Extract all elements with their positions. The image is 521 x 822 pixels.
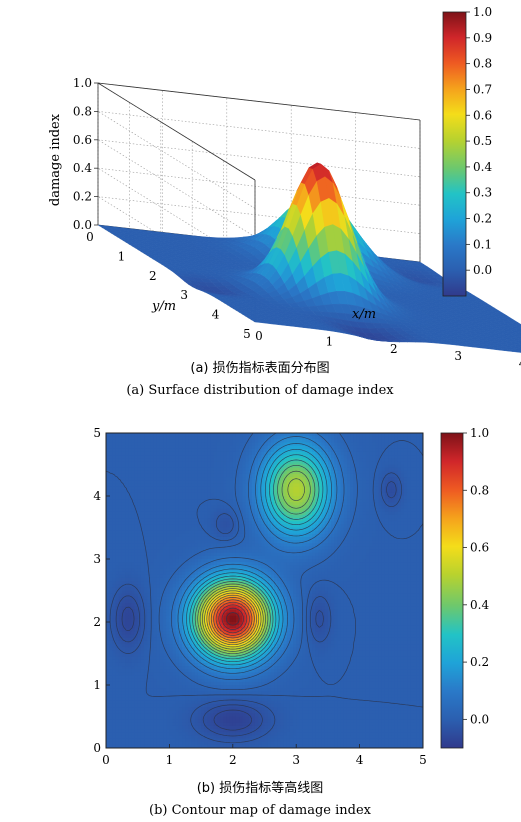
z-tick-label: 1.0 [73, 76, 92, 90]
z-tick-label: 0.8 [73, 104, 92, 118]
contour-x-tick-label: 2 [229, 753, 237, 767]
colorbar-b-tick-label: 0.6 [470, 541, 489, 555]
contour-line [206, 592, 260, 646]
contour-line [194, 464, 316, 657]
contour-line [170, 433, 345, 681]
contour-line [158, 433, 358, 691]
colorbar-a-tick-label: 1.0 [473, 5, 492, 19]
contour-lines [106, 433, 423, 744]
colorbar-b-ticks: 0.0 0.2 0.4 0.6 0.8 1.0 [463, 426, 489, 726]
contour-x-tick-label: 1 [166, 753, 174, 767]
contour-line [182, 443, 332, 670]
x-axis-label: x/m [352, 307, 376, 322]
colorbar-a-tick-label: 0.9 [473, 31, 492, 45]
colorbar-b-tick-label: 0.4 [470, 598, 489, 612]
contour-line [189, 454, 324, 663]
colorbar-a-ticks: 0.0 0.1 0.2 0.3 0.4 0.5 0.6 0.7 0.8 0.9 1.0 [466, 5, 492, 277]
contour-x-ticks: 0 1 2 3 4 5 [102, 744, 427, 767]
contour-line [186, 448, 328, 666]
contour-line [221, 607, 244, 630]
z-axis-ticks: 0.0 0.2 0.4 0.6 0.8 1.0 [73, 76, 98, 232]
damage-surface [97, 162, 521, 353]
contour-line [177, 436, 338, 674]
z-axis-label: damage index [48, 113, 63, 206]
contour-line [210, 597, 255, 641]
colorbar-b-tick-label: 0.0 [470, 712, 489, 726]
y-axis-label: y/m [151, 299, 176, 314]
contour-line [106, 440, 423, 708]
z-tick-label: 0.6 [73, 133, 92, 147]
contour-line [218, 604, 248, 634]
contour-line [201, 588, 264, 650]
colorbar-a-tick-label: 0.5 [473, 134, 492, 148]
x-tick-label: 2 [390, 342, 398, 356]
contour-line [197, 470, 311, 655]
contour-chart: 0 1 2 3 4 5 0 1 2 3 4 5 0.0 0.2 0.4 0.6 0.8 1.0 [93, 426, 489, 767]
caption-b-zh: (b) 损伤指标等高线图 [197, 780, 324, 796]
contour-y-tick-label: 2 [93, 615, 101, 629]
contour-line [208, 594, 257, 643]
colorbar-a-tick-label: 0.7 [473, 82, 492, 96]
contour-x-tick-label: 3 [292, 753, 300, 767]
colorbar-a-tick-label: 0.3 [473, 186, 492, 200]
contour-y-tick-label: 1 [93, 678, 101, 692]
colorbar-a-tick-label: 0.0 [473, 263, 492, 277]
contour-y-ticks: 0 1 2 3 4 5 [93, 426, 110, 755]
x-tick-label: 3 [454, 349, 462, 363]
contour-line [192, 459, 320, 660]
y-tick-label: 0 [86, 230, 94, 244]
colorbar-a-tick-label: 0.1 [473, 237, 492, 251]
colorbar-a-tick-label: 0.4 [473, 160, 492, 174]
contour-line [213, 599, 253, 639]
contour-line [115, 481, 397, 737]
contour-frame [105, 432, 424, 749]
y-tick-label: 3 [180, 288, 188, 302]
y-axis-ticks: 0 1 2 3 4 5 [86, 230, 251, 341]
x-tick-label: 4 [519, 357, 521, 371]
contour-line [109, 472, 403, 744]
z-tick-label: 0.4 [73, 161, 92, 175]
contour-line [204, 590, 262, 648]
colorbar-a-tick-label: 0.2 [473, 212, 492, 226]
caption-b-en: (b) Contour map of damage index [149, 803, 372, 818]
contour-fill [106, 433, 423, 748]
surface-chart: 0.0 0.2 0.4 0.6 0.8 1.0 damage index 0 1 2 3 4 5 0… [48, 5, 521, 371]
y-tick-label: 2 [149, 269, 157, 283]
z-tick-label: 0.0 [73, 218, 92, 232]
contour-x-tick-label: 0 [102, 753, 110, 767]
z-tick-label: 0.2 [73, 190, 92, 204]
contour-line [215, 601, 250, 636]
x-tick-label: 1 [326, 334, 334, 348]
contour-x-tick-label: 5 [419, 753, 427, 767]
contour-y-tick-label: 3 [93, 552, 101, 566]
contour-line [121, 606, 253, 731]
contour-x-tick-label: 4 [356, 753, 364, 767]
colorbar-a-tick-label: 0.6 [473, 108, 492, 122]
colorbar-b [440, 432, 464, 749]
caption-a-en: (a) Surface distribution of damage index [126, 383, 394, 398]
y-tick-label: 4 [212, 308, 220, 322]
caption-a-zh: (a) 损伤指标表面分布图 [190, 361, 329, 376]
y-tick-label: 1 [118, 249, 126, 263]
colorbar-b-tick-label: 0.8 [470, 483, 489, 497]
contour-y-tick-label: 5 [93, 426, 101, 440]
contour-y-tick-label: 0 [93, 741, 101, 755]
contour-line [225, 612, 240, 626]
colorbar-a-tick-label: 0.8 [473, 57, 492, 71]
contour-line [199, 478, 305, 652]
colorbar-b-tick-label: 0.2 [470, 655, 489, 669]
contour-y-tick-label: 4 [93, 489, 101, 503]
colorbar-a [442, 11, 467, 297]
colorbar-b-tick-label: 1.0 [470, 426, 489, 440]
y-tick-label: 5 [243, 327, 251, 341]
x-tick-label: 0 [255, 329, 263, 343]
